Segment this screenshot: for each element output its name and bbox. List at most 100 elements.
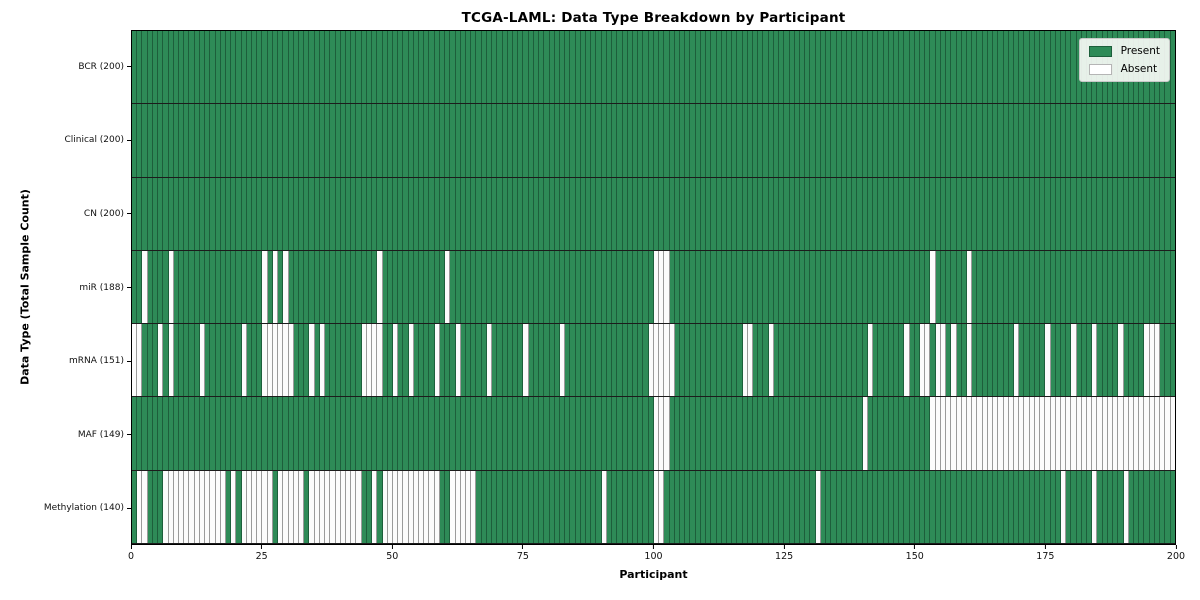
heatmap-cell <box>382 470 388 543</box>
heatmap-cell <box>826 250 832 324</box>
heatmap-cell <box>330 177 336 250</box>
heatmap-cell <box>231 177 237 250</box>
heatmap-cell <box>867 324 874 397</box>
heatmap-cell <box>789 250 795 324</box>
heatmap-cell <box>486 324 493 397</box>
heatmap-cell <box>382 397 388 470</box>
heatmap-cell <box>841 470 847 543</box>
y-tick-label: CN (200) <box>83 208 124 219</box>
heatmap-cell <box>1055 104 1061 177</box>
heatmap-cell <box>1087 470 1093 543</box>
heatmap-cell <box>951 470 957 543</box>
heatmap-cell <box>559 397 566 470</box>
heatmap-cell <box>612 104 618 177</box>
heatmap-cell <box>601 104 607 177</box>
heatmap-cell <box>1170 177 1175 250</box>
heatmap-cell <box>424 104 430 177</box>
heatmap-cell <box>455 104 461 177</box>
heatmap-cell <box>262 177 268 250</box>
heatmap-cell <box>152 104 159 177</box>
heatmap-cell <box>1029 324 1035 397</box>
heatmap-cell <box>648 31 654 104</box>
heatmap-cell <box>920 104 926 177</box>
heatmap-cell <box>946 470 952 543</box>
heatmap-cell <box>565 470 571 543</box>
heatmap-cell <box>481 31 487 104</box>
heatmap-cell <box>267 470 273 543</box>
heatmap-cell <box>1123 104 1129 177</box>
heatmap-cell <box>445 250 451 324</box>
heatmap-cell <box>794 104 800 177</box>
heatmap-cell <box>246 177 253 250</box>
heatmap-cell <box>1024 324 1030 397</box>
heatmap-cell <box>351 324 357 397</box>
heatmap-cell <box>278 31 284 104</box>
heatmap-cell <box>820 104 827 177</box>
heatmap-cell <box>476 397 482 470</box>
heatmap-cell <box>685 104 691 177</box>
x-tick-label: 0 <box>127 551 135 562</box>
heatmap-cell <box>471 104 477 177</box>
heatmap-cell <box>873 177 879 250</box>
heatmap-cell <box>956 31 962 104</box>
heatmap-cell <box>779 250 785 324</box>
heatmap-cell <box>419 104 425 177</box>
heatmap-cell <box>1128 250 1134 324</box>
heatmap-cell <box>742 397 748 470</box>
heatmap-cell <box>1154 177 1161 250</box>
heatmap-cell <box>967 177 973 250</box>
heatmap-cell <box>622 31 628 104</box>
heatmap-cell <box>841 177 847 250</box>
heatmap-cell <box>1139 250 1145 324</box>
heatmap-cell <box>987 31 994 104</box>
heatmap-cell <box>267 31 273 104</box>
heatmap-cell <box>779 470 785 543</box>
heatmap-cell <box>768 104 774 177</box>
heatmap-cell <box>622 397 628 470</box>
heatmap-cell <box>1045 470 1051 543</box>
heatmap-cell <box>977 397 983 470</box>
heatmap-cell <box>1003 470 1009 543</box>
heatmap-cell <box>549 104 555 177</box>
heatmap-cell <box>439 324 446 397</box>
heatmap-cell <box>1087 250 1093 324</box>
heatmap-cell <box>721 104 727 177</box>
heatmap-cell <box>956 324 962 397</box>
heatmap-cell <box>857 31 863 104</box>
heatmap-cell <box>617 31 623 104</box>
heatmap-cell <box>794 250 800 324</box>
heatmap-cell <box>982 104 988 177</box>
heatmap-cell <box>747 104 754 177</box>
heatmap-cell <box>325 324 331 397</box>
heatmap-cell <box>142 177 148 250</box>
heatmap-cell <box>789 104 795 177</box>
heatmap-cell <box>199 104 206 177</box>
heatmap-cell <box>246 397 253 470</box>
heatmap-cell <box>184 104 190 177</box>
x-axis-label: Participant <box>619 568 688 581</box>
heatmap-cell <box>387 177 393 250</box>
heatmap-cell <box>700 324 707 397</box>
heatmap-cell <box>481 324 487 397</box>
heatmap-cell <box>241 470 247 543</box>
heatmap-cell <box>361 397 367 470</box>
heatmap-cell <box>753 324 759 397</box>
heatmap-cell <box>194 250 200 324</box>
heatmap-cell <box>189 470 195 543</box>
heatmap-cell <box>210 177 216 250</box>
heatmap-cell <box>586 324 592 397</box>
y-tick-mark <box>127 360 131 362</box>
heatmap-cell <box>246 324 253 397</box>
heatmap-cell <box>1081 104 1088 177</box>
heatmap-cell <box>815 104 821 177</box>
heatmap-cell <box>721 31 727 104</box>
heatmap-cell <box>309 470 315 543</box>
heatmap-cell <box>982 177 988 250</box>
heatmap-cell <box>857 104 863 177</box>
heatmap-cell <box>852 470 858 543</box>
heatmap-cell <box>236 177 242 250</box>
heatmap-cell <box>1029 104 1035 177</box>
heatmap-cell <box>377 31 383 104</box>
heatmap-cell <box>492 177 498 250</box>
heatmap-cell <box>559 470 566 543</box>
